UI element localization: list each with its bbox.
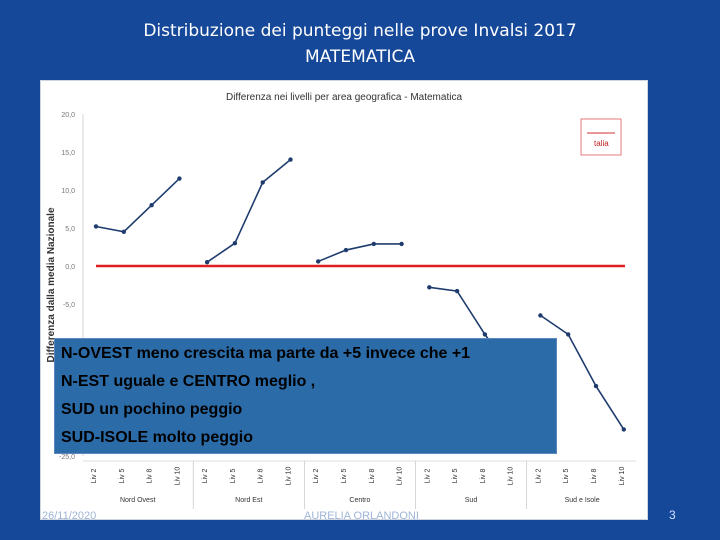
y-tick-label: 5,0 [65, 226, 75, 233]
y-tick-label: -5,0 [63, 302, 75, 309]
x-tick-label: Liv 10 [619, 467, 626, 486]
y-tick-label: 15,0 [61, 150, 75, 157]
page-number: 3 [669, 508, 676, 522]
footer-date: 26/11/2020 [42, 510, 97, 522]
series-line-4 [539, 314, 625, 430]
data-point [177, 176, 182, 181]
data-point [399, 241, 404, 247]
x-tick-label: Liv 10 [397, 467, 404, 486]
logo-text: talia [594, 139, 609, 148]
slide-title-line2: MATEMATICA [305, 47, 415, 67]
data-point [566, 332, 571, 337]
x-tick-label: Liv 2 [535, 469, 542, 484]
x-tick-label: Liv 10 [508, 467, 515, 486]
series-line-2 [317, 243, 402, 263]
x-tick-label: Liv 10 [286, 467, 293, 486]
x-tick-label: Liv 5 [563, 469, 570, 484]
y-tick-label: 10,0 [61, 188, 75, 195]
x-tick-label: Liv 8 [480, 469, 487, 484]
commentary-line-2: N-EST uguale e CENTRO meglio , [61, 373, 316, 390]
x-tick-label: Liv 8 [147, 469, 154, 484]
x-tick-label: Liv 5 [452, 469, 459, 484]
commentary-box: N-OVEST meno crescita ma parte da +5 inv… [54, 338, 557, 454]
data-point [316, 259, 321, 264]
data-point [149, 203, 154, 208]
data-point [288, 157, 293, 162]
line-chart: Differenza nei livelli per area geografi… [46, 92, 636, 509]
logo-frame [580, 118, 622, 156]
data-point [427, 285, 432, 290]
group-label: Sud [465, 497, 478, 504]
x-tick-label: Liv 2 [313, 469, 320, 484]
x-tick-label: Liv 8 [591, 469, 598, 484]
data-point [538, 313, 543, 318]
commentary-line-3: SUD un pochino peggio [61, 401, 243, 418]
data-point [204, 260, 210, 265]
y-tick-label: 20,0 [61, 112, 75, 119]
commentary-line-1: N-OVEST meno crescita ma parte da +5 inv… [61, 345, 471, 362]
data-point [371, 241, 376, 247]
series-line-0 [95, 178, 180, 233]
x-tick-label: Liv 2 [91, 469, 98, 484]
y-tick-label: -25,0 [59, 454, 75, 461]
x-tick-label: Liv 2 [202, 469, 209, 484]
group-label: Centro [349, 497, 370, 504]
footer-author: AURELIA ORLANDONI [304, 510, 419, 522]
slide-title-line1: Distribuzione dei punteggi nelle prove I… [143, 21, 577, 41]
data-point [482, 332, 488, 337]
x-tick-label: Liv 5 [230, 469, 237, 484]
chart-title: Differenza nei livelli per area geografi… [226, 92, 462, 103]
data-point [621, 427, 626, 432]
x-tick-label: Liv 5 [119, 469, 126, 484]
group-label: Nord Est [235, 497, 262, 504]
commentary-line-4: SUD-ISOLE molto peggio [61, 429, 253, 446]
data-point [593, 383, 599, 389]
data-point [93, 224, 99, 229]
y-axis-label: Differenza dalla media Nazionale [46, 207, 57, 362]
group-label: Nord Ovest [120, 497, 155, 504]
data-point [232, 241, 238, 246]
slide-title: Distribuzione dei punteggi nelle prove I… [0, 18, 720, 70]
chart-panel: Differenza nei livelli per area geografi… [40, 80, 648, 520]
data-point [343, 247, 349, 253]
x-tick-label: Liv 5 [341, 469, 348, 484]
x-tick-label: Liv 10 [174, 467, 181, 486]
data-point [260, 180, 265, 185]
data-point [121, 229, 127, 234]
x-tick-label: Liv 8 [369, 469, 376, 484]
x-tick-label: Liv 8 [258, 469, 265, 484]
x-tick-label: Liv 2 [424, 469, 431, 484]
group-label: Sud e Isole [565, 497, 600, 504]
y-tick-label: 0,0 [65, 264, 75, 271]
series-line-1 [206, 158, 292, 263]
data-point [454, 288, 460, 294]
